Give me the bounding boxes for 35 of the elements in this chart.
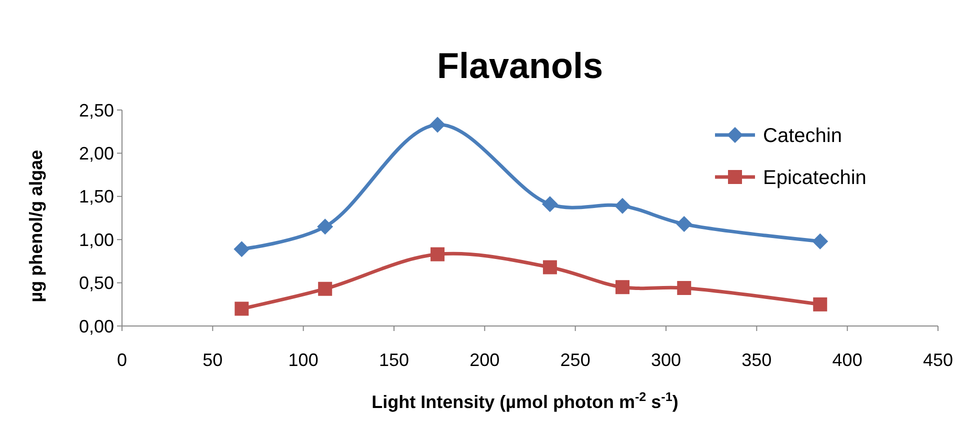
point xyxy=(542,260,557,274)
point xyxy=(615,280,630,294)
y-axis-title: µg phenol/g algae xyxy=(26,150,46,302)
point xyxy=(542,196,558,212)
x-tick-label: 250 xyxy=(560,350,590,370)
y-tick-label: 0,00 xyxy=(78,316,114,336)
x-tick-label: 0 xyxy=(116,350,128,370)
legend-label: Catechin xyxy=(763,125,842,147)
x-tick-label: 150 xyxy=(378,350,410,370)
x-tick-label: 400 xyxy=(832,350,862,370)
point xyxy=(318,282,332,296)
point xyxy=(317,218,334,235)
point xyxy=(676,216,692,232)
point xyxy=(812,233,828,250)
y-tick-label: 0,50 xyxy=(78,273,114,294)
point xyxy=(234,302,249,316)
point xyxy=(614,198,630,214)
point xyxy=(813,297,828,312)
x-tick-label: 450 xyxy=(922,350,954,370)
point xyxy=(430,116,446,133)
legend-label: Epicatechin xyxy=(763,167,866,189)
x-tick-label: 200 xyxy=(470,350,500,370)
x-axis-title: Light Intensity (µmol photon m$^{-2}$ s$^{-1}$) xyxy=(372,390,678,412)
x-tick-label: 300 xyxy=(650,350,682,370)
y-tick-label: 2,50 xyxy=(78,100,114,120)
x-tick-label: 50 xyxy=(202,350,223,370)
x-tick-label: 100 xyxy=(288,350,318,370)
point xyxy=(234,241,250,258)
chart-title: Flavanols xyxy=(436,45,604,86)
x-tick-label: 350 xyxy=(742,350,772,370)
y-tick-label: 2,00 xyxy=(78,144,114,164)
point xyxy=(430,247,445,262)
y-tick-label: 1,50 xyxy=(78,186,114,207)
point xyxy=(677,280,692,295)
y-tick-label: 1,00 xyxy=(78,230,114,250)
